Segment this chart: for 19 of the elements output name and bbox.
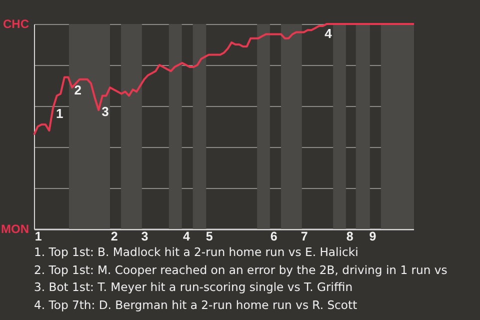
annotation: 2 bbox=[74, 82, 82, 98]
x-tick-label: 5 bbox=[206, 230, 213, 244]
x-tick-label: 7 bbox=[300, 230, 308, 244]
text: CHC bbox=[3, 17, 30, 31]
text: 2. Top 1st: M. Cooper reached on an error by the 2B, driving in 1 run vs bbox=[34, 262, 448, 278]
annotation: 4 bbox=[324, 26, 333, 41]
x-tick-label: 1 bbox=[34, 230, 42, 244]
annotation: 3 bbox=[102, 104, 109, 120]
text: 1. Top 1st: B. Madlock hit a 2-run home run vs E. Halicki bbox=[34, 244, 360, 261]
x-tick-label: 2 bbox=[110, 230, 118, 244]
text: MON bbox=[1, 222, 29, 236]
text: 3. Bot 1st: T. Meyer hit a run-scoring single vs T. Griffin bbox=[34, 279, 354, 296]
annotation: 1 bbox=[56, 106, 64, 122]
x-tick-label: 3 bbox=[141, 230, 148, 244]
x-tick-label: 6 bbox=[270, 230, 278, 244]
text: 4. Top 7th: D. Bergman hit a 2-run home run vs R. Scott bbox=[34, 296, 358, 314]
x-tick-label: 9 bbox=[369, 230, 376, 244]
x-tick-label: 4 bbox=[183, 230, 190, 244]
x-tick-label: 8 bbox=[346, 230, 354, 244]
